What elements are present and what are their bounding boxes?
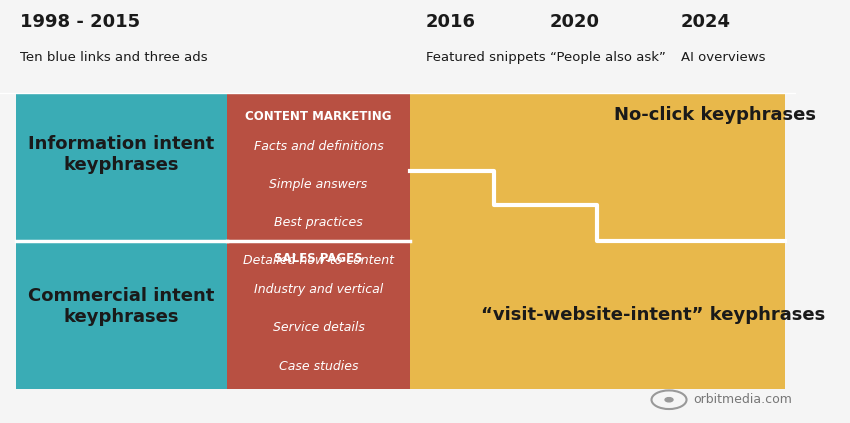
FancyBboxPatch shape bbox=[0, 0, 796, 93]
FancyBboxPatch shape bbox=[16, 241, 227, 389]
FancyBboxPatch shape bbox=[16, 93, 227, 241]
Text: orbitmedia.com: orbitmedia.com bbox=[693, 393, 792, 406]
Text: SALES PAGES: SALES PAGES bbox=[275, 252, 363, 265]
Text: Detailed how-to content: Detailed how-to content bbox=[243, 254, 394, 267]
Circle shape bbox=[665, 398, 673, 402]
Text: 2024: 2024 bbox=[681, 13, 731, 31]
Text: 2020: 2020 bbox=[550, 13, 599, 31]
Text: 2016: 2016 bbox=[426, 13, 476, 31]
Text: Simple answers: Simple answers bbox=[269, 178, 368, 191]
Text: Commercial intent
keyphrases: Commercial intent keyphrases bbox=[28, 287, 215, 326]
Text: Service details: Service details bbox=[273, 321, 365, 335]
FancyBboxPatch shape bbox=[227, 93, 411, 389]
Text: Case studies: Case studies bbox=[279, 360, 359, 373]
Text: 1998 - 2015: 1998 - 2015 bbox=[20, 13, 140, 31]
Text: Featured snippets: Featured snippets bbox=[426, 51, 546, 64]
Text: Information intent
keyphrases: Information intent keyphrases bbox=[28, 135, 214, 174]
FancyBboxPatch shape bbox=[411, 93, 785, 389]
Text: “People also ask”: “People also ask” bbox=[550, 51, 666, 64]
Text: Best practices: Best practices bbox=[275, 216, 363, 229]
Text: AI overviews: AI overviews bbox=[681, 51, 766, 64]
Text: CONTENT MARKETING: CONTENT MARKETING bbox=[246, 110, 392, 123]
Text: No-click keyphrases: No-click keyphrases bbox=[614, 106, 816, 124]
Text: Facts and definitions: Facts and definitions bbox=[253, 140, 383, 153]
Text: Ten blue links and three ads: Ten blue links and three ads bbox=[20, 51, 207, 64]
Text: Industry and vertical: Industry and vertical bbox=[254, 283, 383, 297]
Text: “visit-website-intent” keyphrases: “visit-website-intent” keyphrases bbox=[481, 306, 825, 324]
